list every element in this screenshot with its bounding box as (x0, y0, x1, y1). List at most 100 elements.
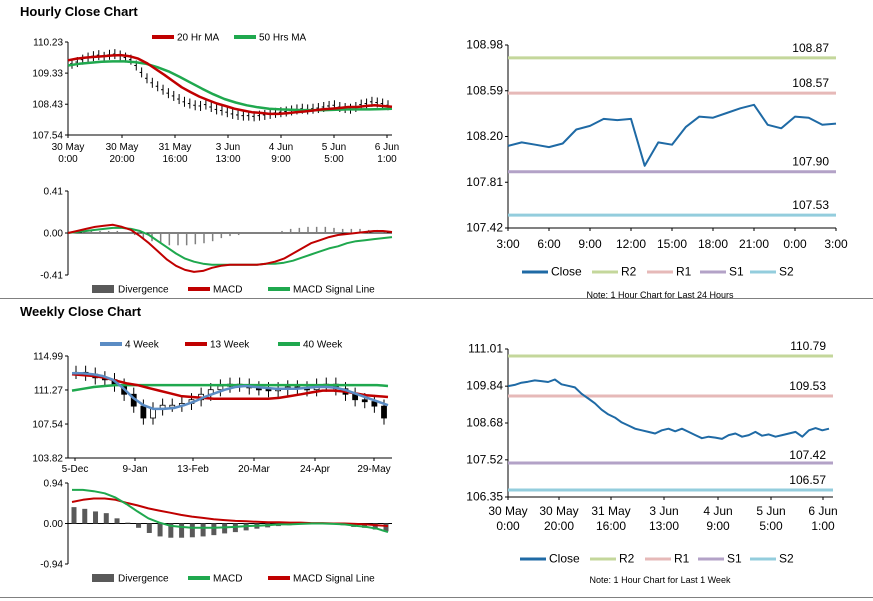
hourly-pivot-ytick-label: 107.81 (466, 175, 503, 189)
weekly-pivot-tick-time: 20:00 (544, 519, 574, 533)
weekly-macd-ytick-label: 0.94 (44, 479, 64, 490)
hourly-pivot-r1-label: 108.57 (792, 76, 829, 90)
weekly-candle-body (361, 399, 368, 403)
hourly-pivot-ytick-label: 107.42 (466, 221, 503, 235)
weekly-price-ytick-label: 111.27 (34, 385, 64, 396)
hourly-price-ytick-label: 110.23 (33, 38, 63, 49)
weekly-price-xtick-label: 9-Jan (122, 464, 147, 475)
weekly-price-xtick-label: 20-Mar (238, 464, 270, 475)
weekly-price-xtick-label: 13-Feb (177, 464, 209, 475)
weekly-pivot-legend-r1-label: R1 (674, 552, 690, 566)
weekly-pivot-tick-time: 9:00 (706, 519, 730, 533)
weekly-pivot-r1-label: 109.53 (789, 379, 826, 393)
weekly-macd-divergence-bar (211, 523, 217, 536)
weekly-legend-macd-signal-label: MACD Signal Line (293, 574, 375, 585)
weekly-macd-divergence-bar (114, 518, 120, 524)
weekly-pivot-tick-date: 3 Jun (649, 504, 678, 518)
weekly-legend-40week-label: 40 Week (303, 340, 343, 351)
hourly-50hr-ma-line (67, 60, 393, 112)
weekly-legend-4week-label: 4 Week (125, 340, 160, 351)
weekly-pivot-tick-date: 31 May (591, 504, 630, 518)
hourly-pivot-ytick-label: 108.20 (466, 129, 503, 143)
weekly-pivot-legend-r2-label: R2 (619, 552, 635, 566)
hourly-pivot-s1-label: 107.90 (792, 155, 829, 169)
hourly-legend-20hr-ma-label: 20 Hr MA (177, 33, 220, 44)
weekly-pivot-tick-date: 5 Jun (756, 504, 785, 518)
section-divider (0, 298, 873, 299)
hourly-pivot-legend-s1-label: S1 (729, 265, 744, 279)
weekly-pivot-ytick-label: 111.01 (468, 342, 503, 356)
hourly-price-tick-date: 30 May (52, 142, 85, 153)
weekly-pivot-tick-time: 1:00 (811, 519, 835, 533)
hourly-price-tick-time: 13:00 (215, 154, 240, 165)
weekly-candle-body (217, 385, 224, 391)
weekly-pivot-tick-time: 16:00 (596, 519, 626, 533)
weekly-price-xtick-label: 24-Apr (300, 464, 331, 475)
weekly-legend-divergence-label: Divergence (118, 574, 169, 585)
hourly-legend-50hr-ma-label: 50 Hrs MA (259, 33, 307, 44)
hourly-pivot-legend-r1-label: R1 (676, 265, 692, 279)
hourly-pivot-close-line (507, 103, 837, 167)
bottom-divider (0, 597, 873, 598)
hourly-pivot-s2-label: 107.53 (792, 198, 829, 212)
weekly-macd-divergence-bar (146, 523, 152, 533)
weekly-legend-13week-label: 13 Week (210, 340, 250, 351)
weekly-pivot-note: Note: 1 Hour Chart for Last 1 Week (590, 575, 731, 585)
hourly-pivot-xtick-label: 0:00 (783, 237, 807, 251)
weekly-macd-divergence-bar (222, 523, 228, 534)
weekly-pivot-r2-label: 110.79 (790, 339, 826, 353)
hourly-price-tick-time: 16:00 (162, 154, 187, 165)
hourly-legend-macd-label: MACD (213, 285, 242, 296)
weekly-macd-divergence-bar (136, 523, 142, 528)
weekly-pivot-s2-label: 106.57 (789, 473, 826, 487)
hourly-pivot-ytick-label: 108.98 (466, 38, 503, 52)
weekly-pivot-tick-time: 0:00 (496, 519, 520, 533)
weekly-macd-divergence-bar (71, 507, 77, 524)
weekly-macd-divergence-bar (383, 523, 389, 532)
hourly-price-tick-date: 6 Jun (375, 142, 399, 153)
hourly-macd-ytick-label: -0.41 (40, 271, 63, 282)
weekly-macd-ytick-label: 0.00 (44, 519, 64, 530)
weekly-price-ytick-label: 107.54 (32, 420, 63, 431)
weekly-pivot-s1-label: 107.42 (789, 448, 826, 462)
weekly-legend-divergence-swatch (92, 574, 114, 582)
hourly-pivot-ytick-label: 108.59 (466, 83, 503, 97)
weekly-pivot-ytick-label: 108.68 (466, 416, 503, 430)
hourly-legend-divergence-swatch (92, 285, 114, 293)
weekly-price-ytick-label: 103.82 (32, 454, 63, 465)
hourly-pivot-legend-s2-label: S2 (779, 265, 794, 279)
hourly-pivot-xtick-label: 6:00 (537, 237, 561, 251)
weekly-macd-divergence-bar (157, 523, 163, 537)
weekly-4week-line (72, 372, 389, 411)
hourly-macd-line (67, 223, 393, 273)
hourly-macd-ytick-label: 0.41 (44, 187, 64, 198)
hourly-price-tick-time: 20:00 (109, 154, 134, 165)
hourly-pivot-xtick-label: 9:00 (578, 237, 602, 251)
weekly-macd-divergence-bar (103, 513, 109, 524)
hourly-macd-ytick-label: 0.00 (44, 229, 64, 240)
weekly-price-ytick-label: 114.99 (33, 352, 63, 363)
weekly-candle-body (140, 405, 147, 419)
hourly-legend-divergence-label: Divergence (118, 285, 169, 296)
weekly-candle-body (150, 408, 156, 419)
weekly-macd-divergence-bar (361, 523, 367, 528)
weekly-pivot-close-line (507, 378, 830, 440)
weekly-40week-line (71, 383, 389, 392)
hourly-20hr-ma-line (67, 53, 393, 116)
weekly-macd-divergence-bar (372, 523, 378, 530)
hourly-price-tick-date: 30 May (106, 142, 139, 153)
weekly-pivot-tick-date: 4 Jun (703, 504, 732, 518)
hourly-pivot-xtick-label: 21:00 (739, 237, 769, 251)
weekly-price-xtick-label: 29-May (357, 464, 390, 475)
hourly-price-ytick-label: 109.33 (32, 69, 63, 80)
hourly-section-title: Hourly Close Chart (20, 4, 138, 19)
weekly-section-title: Weekly Close Chart (20, 304, 142, 319)
hourly-pivot-xtick-label: 3:00 (824, 237, 848, 251)
weekly-legend-macd-label: MACD (213, 574, 242, 585)
hourly-price-tick-time: 5:00 (324, 154, 344, 165)
weekly-pivot-ytick-label: 107.52 (466, 452, 503, 466)
hourly-pivot-xtick-label: 15:00 (657, 237, 687, 251)
hourly-price-tick-date: 4 Jun (269, 142, 293, 153)
weekly-macd-divergence-bar (179, 523, 185, 538)
